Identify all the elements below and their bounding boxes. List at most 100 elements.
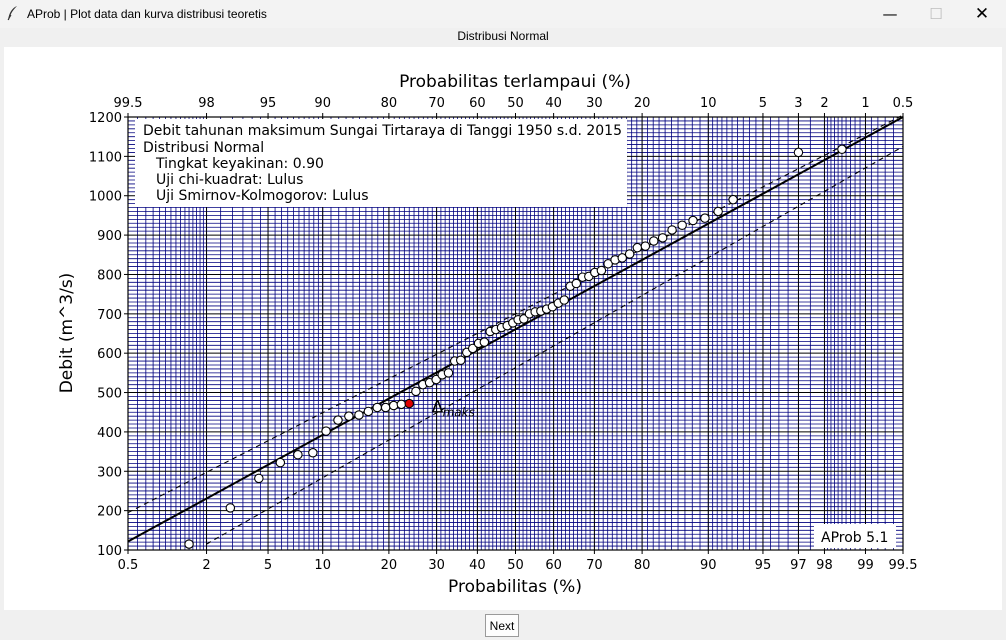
- data-point: [467, 343, 478, 354]
- data-point: [713, 206, 723, 217]
- data-points: [184, 144, 847, 549]
- bottom-tick-label: 98: [816, 558, 833, 573]
- window-title: AProb | Plot data dan kurva distribusi t…: [27, 7, 267, 21]
- bottom-tick-label: 40: [469, 558, 486, 573]
- data-point: [380, 402, 391, 413]
- close-button[interactable]: ✕: [959, 0, 1005, 28]
- data-point: [632, 242, 643, 253]
- y-tick-label: 300: [97, 465, 122, 480]
- data-point: [559, 295, 569, 305]
- data-point: [596, 265, 607, 276]
- top-axis-label: Probabilitas terlampaui (%): [399, 72, 631, 92]
- data-point: [333, 415, 343, 425]
- top-tick-label: 0.5: [893, 96, 914, 111]
- top-tick-label: 90: [314, 96, 331, 111]
- info-smirnov: Uji Smirnov-Kolmogorov: Lulus: [156, 188, 369, 204]
- top-tick-label: 10: [700, 96, 717, 111]
- bottom-tick-label: 60: [545, 558, 562, 573]
- top-tick-label: 40: [545, 96, 562, 111]
- minimize-button[interactable]: —: [867, 0, 913, 28]
- top-tick-label: 3: [794, 96, 802, 111]
- data-point: [688, 215, 698, 226]
- bottom-tick-label: 5: [264, 558, 272, 573]
- max-delta-symbol: Δ: [432, 397, 444, 417]
- bottom-tick-label: 90: [700, 558, 717, 573]
- next-button[interactable]: Next: [485, 614, 519, 637]
- top-tick-label: 95: [260, 96, 277, 111]
- fit-line: [127, 116, 904, 543]
- bottom-tick-label: 99.5: [889, 558, 918, 573]
- data-point: [372, 402, 382, 413]
- data-point: [837, 144, 847, 155]
- y-tick-label: 900: [97, 229, 122, 244]
- max-delta-subscript: maks: [443, 405, 475, 419]
- lower-confidence-line: [206, 146, 904, 545]
- feather-app-icon: [7, 6, 17, 21]
- info-confidence: Tingkat keyakinan: 0.90: [155, 156, 324, 172]
- data-point: [225, 503, 236, 513]
- top-tick-label: 5: [759, 96, 767, 111]
- bottom-tick-label: 99: [857, 558, 874, 573]
- data-point: [603, 259, 613, 269]
- y-tick-label: 500: [97, 387, 122, 402]
- top-tick-label: 70: [428, 96, 445, 111]
- distribution-heading: Distribusi Normal: [457, 29, 549, 43]
- bottom-tick-label: 70: [586, 558, 603, 573]
- data-point: [649, 236, 659, 246]
- data-point: [456, 355, 466, 366]
- max-deviation-point: [404, 398, 414, 409]
- info-chi-square: Uji chi-kuadrat: Lulus: [156, 172, 303, 188]
- axis-ticks: 0.5 2 5 10 20 30 40 50 60 70 80 90 95 97 98 99 99.5 99.5 9…: [89, 96, 918, 573]
- data-point: [411, 386, 421, 397]
- data-point: [728, 194, 738, 205]
- y-tick-label: 1000: [89, 190, 122, 205]
- top-tick-label: 20: [634, 96, 651, 111]
- upper-confidence-line: [127, 114, 904, 514]
- data-point: [396, 399, 407, 410]
- y-tick-label: 1100: [89, 150, 122, 165]
- max-deviation-marker: Δ maks: [432, 397, 475, 419]
- data-point: [254, 473, 264, 484]
- bottom-tick-label: 10: [314, 558, 331, 573]
- data-point: [479, 337, 490, 347]
- minimize-icon: —: [882, 5, 898, 23]
- data-point: [640, 241, 651, 251]
- top-tick-label: 60: [469, 96, 486, 111]
- y-tick-label: 100: [97, 544, 122, 559]
- data-point: [344, 411, 354, 421]
- plot-canvas: 0.5 2 5 10 20 30 40 50 60 70 80 90 95 97 98 99 99.5 99.5 9…: [4, 47, 1002, 610]
- y-tick-label: 800: [97, 268, 122, 283]
- probability-chart: 0.5 2 5 10 20 30 40 50 60 70 80 90 95 97 98 99 99.5 99.5 9…: [57, 72, 918, 597]
- top-tick-label: 50: [507, 96, 524, 111]
- info-box: [135, 119, 627, 207]
- info-distribution: Distribusi Normal: [143, 140, 264, 156]
- maximize-button[interactable]: ☐: [913, 0, 959, 28]
- bottom-tick-label: 50: [507, 558, 524, 573]
- fit-line-path: [127, 116, 904, 543]
- top-tick-label: 98: [198, 96, 215, 111]
- bottom-tick-label: 2: [202, 558, 210, 573]
- data-point: [354, 410, 364, 420]
- y-tick-label: 200: [97, 505, 122, 520]
- bottom-tick-label: 30: [428, 558, 445, 573]
- bottom-axis-label: Probabilitas (%): [448, 577, 582, 597]
- data-point: [624, 249, 635, 259]
- version-watermark: AProb 5.1: [821, 530, 888, 546]
- data-point: [293, 449, 303, 460]
- data-point: [667, 225, 677, 235]
- data-point: [308, 448, 318, 458]
- bottom-tick-label: 80: [634, 558, 651, 573]
- data-point: [275, 457, 286, 468]
- watermark-box: [814, 524, 896, 548]
- confidence-band: [127, 114, 904, 545]
- close-icon: ✕: [974, 4, 990, 24]
- data-point: [443, 368, 454, 378]
- data-point: [793, 147, 804, 158]
- data-point: [363, 406, 374, 417]
- data-point: [321, 426, 331, 436]
- top-tick-label: 1: [861, 96, 869, 111]
- y-tick-label: 600: [97, 347, 122, 362]
- y-tick-label: 700: [97, 308, 122, 323]
- maximize-icon: ☐: [929, 5, 943, 23]
- top-tick-label: 30: [586, 96, 603, 111]
